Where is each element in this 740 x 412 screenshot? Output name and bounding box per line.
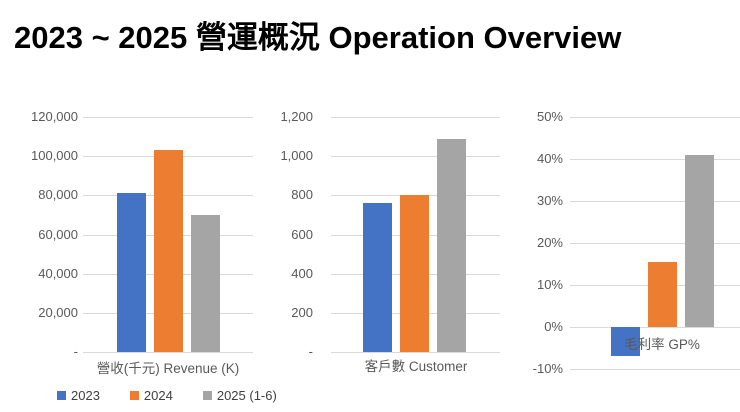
y-tick-label: 1,200 <box>280 109 313 124</box>
gridline <box>331 156 500 157</box>
y-tick-label: 200 <box>291 305 313 320</box>
y-tick-label: 100,000 <box>31 148 78 163</box>
slide-title: 2023 ~ 2025 營運概況 Operation Overview <box>14 20 622 55</box>
y-tick-label: 400 <box>291 266 313 281</box>
legend-item-2023: 2023 <box>57 388 100 403</box>
legend-swatch-icon <box>57 391 66 400</box>
bar-gross-profit-2025 (1-6) <box>685 155 714 327</box>
bar-revenue-2024 <box>154 150 183 352</box>
legend-item-2024: 2024 <box>129 388 173 403</box>
y-tick-label: 60,000 <box>38 227 78 242</box>
bar-customer-2023 <box>363 203 392 352</box>
y-tick-label: 800 <box>291 187 313 202</box>
gridline <box>570 117 740 118</box>
y-tick-label: 40,000 <box>38 266 78 281</box>
y-tick-label: -10% <box>532 361 563 376</box>
y-tick-label: 20,000 <box>38 305 78 320</box>
gridline <box>570 369 740 370</box>
gridline <box>331 117 500 118</box>
axis-title-revenue: 營收(千元) Revenue (K) <box>96 361 240 376</box>
y-tick-label: 120,000 <box>31 109 78 124</box>
gridline <box>83 117 253 118</box>
y-tick-label: 50% <box>536 109 563 124</box>
axis-title-gross-profit: 毛利率 GP% <box>624 337 700 352</box>
y-tick-label: 20% <box>536 235 563 250</box>
gridline <box>570 243 740 244</box>
legend-label: 2023 <box>71 388 100 403</box>
bar-customer-2024 <box>400 195 429 352</box>
y-tick-label: 80,000 <box>38 187 78 202</box>
chart-legend: 2023 2024 2025 (1-6) <box>57 388 277 403</box>
gridline <box>570 327 740 328</box>
legend-swatch-icon <box>129 391 139 400</box>
legend-item-2025-1-6-: 2025 (1-6) <box>202 388 277 403</box>
y-tick-label: - <box>308 344 313 359</box>
gridline <box>83 352 253 353</box>
gridline <box>570 159 740 160</box>
legend-label: 2025 (1-6) <box>216 388 277 403</box>
y-tick-label: 1,000 <box>280 148 313 163</box>
bar-gross-profit-2024 <box>648 262 677 327</box>
y-tick-label: 600 <box>291 227 313 242</box>
bar-revenue-2023 <box>117 193 146 352</box>
y-tick-label: 30% <box>536 193 563 208</box>
axis-title-customer: 客戶數 Customer <box>364 359 468 374</box>
bar-customer-2025 (1-6) <box>437 139 466 352</box>
legend-label: 2024 <box>143 388 173 403</box>
legend-swatch-icon <box>202 391 212 400</box>
y-tick-label: 10% <box>536 277 563 292</box>
bar-gross-profit-2023 <box>611 327 640 356</box>
y-tick-label: 40% <box>536 151 563 166</box>
y-tick-label: 0% <box>544 319 563 334</box>
gridline <box>570 201 740 202</box>
bar-revenue-2025 (1-6) <box>191 215 220 352</box>
y-tick-label: - <box>73 344 78 359</box>
gridline <box>331 352 500 353</box>
